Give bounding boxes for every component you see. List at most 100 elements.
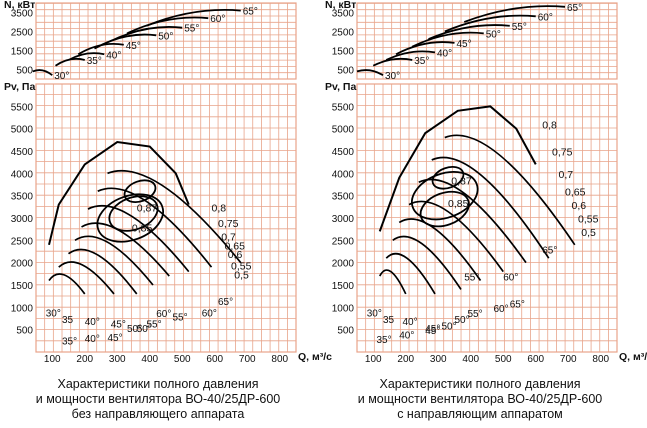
- angle-label: 45°: [111, 319, 126, 330]
- pressure-y-tick: 5000: [11, 125, 34, 136]
- power-curve-label: 65°: [567, 3, 582, 14]
- power-curve: [463, 5, 566, 23]
- efficiency-label: 0,7: [221, 231, 236, 243]
- x-tick: 600: [527, 354, 544, 365]
- power-y-tick: 3500: [332, 9, 355, 20]
- efficiency-label: 0,7: [559, 169, 574, 181]
- efficiency-label: 0,8: [212, 202, 227, 214]
- x-tick: 500: [174, 354, 191, 365]
- pressure-axis-title: Pv, Па: [325, 81, 356, 93]
- angle-label: 60°: [503, 273, 518, 284]
- power-curve: [32, 69, 53, 76]
- power-curve-label: 40°: [106, 50, 121, 61]
- power-curve-label: 30°: [385, 71, 400, 82]
- power-curve: [428, 24, 510, 40]
- power-y-tick: 1500: [332, 47, 355, 58]
- power-curve: [126, 16, 209, 35]
- pressure-y-tick: 3000: [11, 214, 34, 225]
- efficiency-island: [108, 195, 159, 232]
- pressure-y-tick: 500: [16, 326, 33, 337]
- efficiency-label: 0,75: [218, 218, 239, 230]
- power-curve: [372, 57, 413, 67]
- pressure-curve: [392, 235, 462, 290]
- angle-label: 35°: [377, 335, 392, 346]
- caption-right-line-3: с направляющим аппаратом: [397, 407, 563, 421]
- x-tick: 300: [109, 354, 126, 365]
- pressure-y-tick: 1500: [332, 281, 355, 292]
- angle-label: 55°: [464, 273, 479, 284]
- efficiency-label: 0,85: [448, 198, 469, 210]
- angle-label: 40°: [399, 331, 414, 342]
- pressure-grid-frame: [356, 83, 618, 353]
- pressure-y-tick: 3000: [332, 214, 355, 225]
- pressure-curve: [107, 169, 242, 264]
- efficiency-label: 0,65: [225, 240, 246, 252]
- x-axis-title: Q, м³/с: [298, 351, 332, 363]
- angle-label: 30°: [46, 308, 61, 319]
- angle-label: 40°: [403, 317, 418, 328]
- x-tick: 700: [560, 354, 577, 365]
- pressure-curve: [408, 200, 504, 273]
- pressure-y-tick: 2500: [332, 236, 355, 247]
- efficiency-label: 0,5: [581, 227, 596, 239]
- power-curve-label: 30°: [54, 71, 69, 82]
- caption-right-line-1: Характеристики полного давления: [379, 377, 581, 391]
- pressure-y-tick: 5000: [332, 125, 355, 136]
- pressure-curve: [444, 134, 576, 246]
- x-tick: 400: [141, 354, 158, 365]
- pressure-y-tick: 2000: [332, 259, 355, 270]
- pressure-y-tick: 4500: [332, 147, 355, 158]
- pressure-y-tick: 3500: [332, 192, 355, 203]
- power-curve: [444, 14, 536, 33]
- power-curve: [411, 31, 484, 48]
- angle-label: 35°: [62, 336, 77, 347]
- caption-left-line-2: и мощности вентилятора ВО-40/25ДР-600: [35, 392, 281, 406]
- pressure-curve: [431, 156, 550, 259]
- efficiency-label: 0,55: [578, 213, 599, 225]
- power-curve-label: 40°: [437, 48, 452, 59]
- efficiency-label: 0,6: [228, 249, 243, 261]
- angle-label: 35: [62, 315, 74, 326]
- pressure-curve: [97, 187, 213, 268]
- pressure-y-tick: 4500: [11, 147, 34, 158]
- angle-label: 30°: [367, 308, 382, 319]
- pressure-curve: [378, 269, 407, 295]
- efficiency-label: 0,87: [451, 176, 472, 188]
- efficiency-label: 0,65: [565, 187, 586, 199]
- efficiency-envelope: [378, 105, 537, 232]
- power-curve-label: 65°: [243, 7, 258, 18]
- efficiency-island: [96, 193, 164, 243]
- power-curve-label: 55°: [512, 22, 527, 33]
- angle-label: 45°: [108, 333, 123, 344]
- caption-left-line-1: Характеристики полного давления: [57, 377, 259, 391]
- x-tick: 400: [462, 354, 479, 365]
- power-grid-frame: [356, 2, 618, 80]
- angle-label: 65°: [510, 299, 525, 310]
- power-curve-label: 45°: [457, 39, 472, 50]
- angle-label: 60°: [494, 304, 509, 315]
- pressure-curve: [398, 218, 482, 282]
- pressure-curve: [58, 261, 115, 295]
- efficiency-label: 0,55: [231, 260, 252, 272]
- efficiency-label: 0,75: [552, 146, 573, 158]
- power-curve-label: 50°: [158, 31, 173, 42]
- caption-left: Характеристики полного давления и мощнос…: [8, 377, 308, 422]
- power-axis-title: N, кВт: [325, 0, 356, 11]
- x-tick: 300: [430, 354, 447, 365]
- power-curve: [395, 41, 455, 56]
- pressure-y-tick: 500: [337, 326, 354, 337]
- efficiency-envelope: [48, 141, 190, 246]
- pressure-y-tick: 5500: [11, 102, 34, 113]
- power-curve: [356, 69, 384, 76]
- power-curve-label: 60°: [538, 12, 553, 23]
- angle-label: 65°: [542, 246, 557, 257]
- pressure-curve: [87, 204, 190, 273]
- power-y-tick: 1500: [11, 47, 34, 58]
- angle-label: 60°: [156, 309, 171, 320]
- angle-label: 50°: [442, 322, 457, 333]
- power-y-tick: 2500: [11, 28, 34, 39]
- pressure-curve: [67, 248, 138, 295]
- caption-right: Характеристики полного давления и мощнос…: [330, 377, 630, 422]
- pressure-y-tick: 4000: [11, 169, 34, 180]
